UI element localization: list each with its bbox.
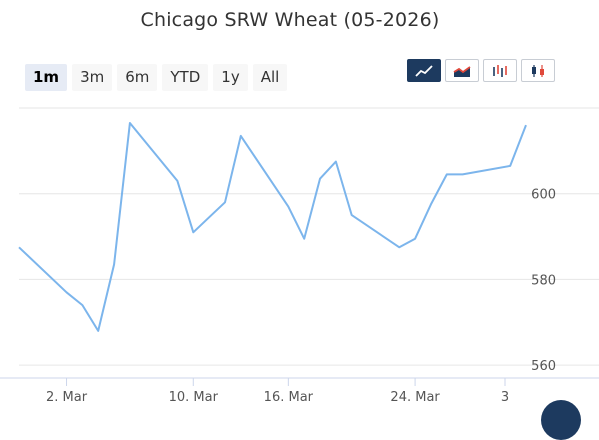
range-button-ytd[interactable]: YTD — [162, 64, 209, 91]
range-button-6m[interactable]: 6m — [117, 64, 158, 91]
ohlc-chart-button[interactable] — [483, 59, 517, 82]
area-chart-icon — [453, 65, 471, 77]
x-tick-label: 16. Mar — [264, 390, 314, 405]
y-tick-label: 580 — [531, 273, 556, 288]
area-chart-button[interactable] — [445, 59, 479, 82]
candlestick-chart-button[interactable] — [521, 59, 555, 82]
range-button-1y[interactable]: 1y — [213, 64, 248, 91]
series-line — [18, 122, 527, 332]
x-tick-label: 2. Mar — [46, 390, 88, 405]
x-tick-label: 10. Mar — [169, 390, 219, 405]
range-button-all[interactable]: All — [252, 64, 288, 91]
range-selector: 1m 3m 6m YTD 1y All — [25, 64, 288, 91]
line-chart-icon — [415, 64, 433, 77]
y-tick-label: 560 — [531, 359, 556, 374]
range-button-1m[interactable]: 1m — [25, 64, 68, 91]
x-tick-label-partial: 3 — [501, 390, 509, 405]
corner-badge[interactable] — [541, 400, 581, 440]
y-tick-label: 600 — [531, 188, 556, 203]
x-tick-label: 24. Mar — [390, 390, 440, 405]
range-button-3m[interactable]: 3m — [72, 64, 113, 91]
chart-type-selector — [407, 59, 555, 82]
line-chart-button[interactable] — [407, 59, 441, 82]
chart-title: Chicago SRW Wheat (05-2026) — [140, 9, 440, 31]
ohlc-chart-icon — [493, 64, 507, 77]
price-chart: 560 580 600 2. Mar 10. Mar 16. Mar 24. Mar 3 — [0, 107, 599, 405]
candlestick-chart-icon — [532, 64, 544, 77]
